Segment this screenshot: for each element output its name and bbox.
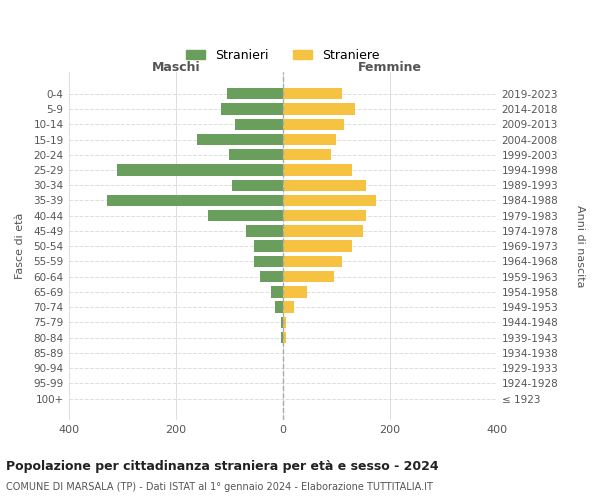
Bar	[283, 104, 355, 115]
Bar	[283, 332, 286, 344]
Bar	[117, 164, 283, 175]
Bar	[283, 195, 376, 206]
Bar	[281, 332, 283, 344]
Bar	[271, 286, 283, 298]
Bar	[283, 164, 352, 175]
Y-axis label: Fasce di età: Fasce di età	[15, 213, 25, 280]
Bar	[283, 256, 342, 267]
Bar	[229, 149, 283, 160]
Bar	[254, 256, 283, 267]
Bar	[283, 88, 342, 100]
Bar	[283, 225, 363, 236]
Bar	[283, 180, 366, 191]
Bar	[283, 118, 344, 130]
Legend: Stranieri, Straniere: Stranieri, Straniere	[181, 44, 385, 66]
Text: Femmine: Femmine	[358, 61, 422, 74]
Y-axis label: Anni di nascita: Anni di nascita	[575, 205, 585, 288]
Bar	[283, 210, 366, 222]
Bar	[245, 225, 283, 236]
Bar	[283, 271, 334, 282]
Bar	[281, 316, 283, 328]
Bar	[283, 302, 293, 313]
Text: Popolazione per cittadinanza straniera per età e sesso - 2024: Popolazione per cittadinanza straniera p…	[6, 460, 439, 473]
Bar	[221, 104, 283, 115]
Bar	[235, 118, 283, 130]
Bar	[283, 316, 286, 328]
Text: COMUNE DI MARSALA (TP) - Dati ISTAT al 1° gennaio 2024 - Elaborazione TUTTITALIA: COMUNE DI MARSALA (TP) - Dati ISTAT al 1…	[6, 482, 433, 492]
Bar	[232, 180, 283, 191]
Bar	[283, 149, 331, 160]
Bar	[283, 134, 337, 145]
Bar	[107, 195, 283, 206]
Bar	[275, 302, 283, 313]
Bar	[283, 286, 307, 298]
Bar	[208, 210, 283, 222]
Bar	[260, 271, 283, 282]
Bar	[227, 88, 283, 100]
Bar	[283, 240, 352, 252]
Text: Maschi: Maschi	[152, 61, 200, 74]
Bar	[197, 134, 283, 145]
Bar	[254, 240, 283, 252]
